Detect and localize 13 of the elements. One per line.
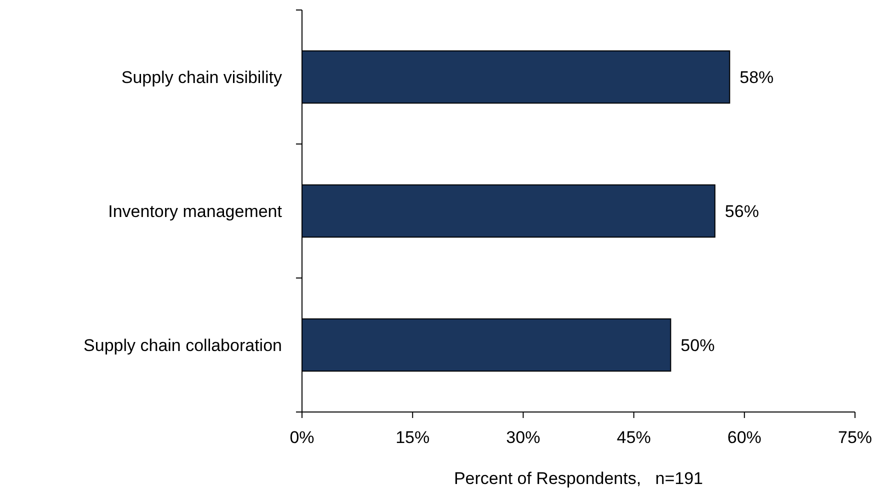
x-tick-label: 0% — [290, 428, 314, 447]
x-tick-label: 45% — [616, 428, 651, 447]
x-tick-label: 30% — [506, 428, 540, 447]
data-label: 58% — [740, 68, 774, 87]
y-tick-label: Supply chain visibility — [121, 68, 282, 87]
x-tick-label: 60% — [727, 428, 762, 447]
data-label: 50% — [680, 336, 715, 355]
x-tick-label: 75% — [838, 428, 872, 447]
y-tick-label: Supply chain collaboration — [84, 336, 282, 355]
x-tick-label: 15% — [396, 428, 430, 447]
data-label: 56% — [724, 202, 759, 221]
y-tick-label: Inventory management — [108, 202, 282, 221]
x-axis-title: Percent of Respondents, n=191 — [454, 469, 704, 488]
